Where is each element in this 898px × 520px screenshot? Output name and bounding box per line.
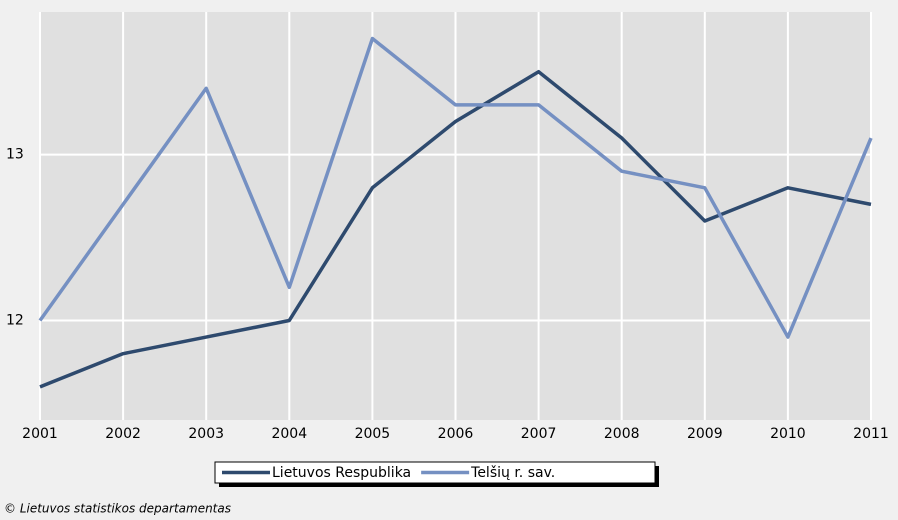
- footer: © Lietuvos statistikos departamentas: [4, 502, 231, 516]
- x-tick-label: 2011: [853, 426, 889, 442]
- series-line: [38, 36, 873, 339]
- y-tick-label: 12: [6, 312, 24, 328]
- x-tick-label: 2007: [521, 426, 557, 442]
- x-tick-label: 2002: [105, 426, 141, 442]
- x-tick-label: 2008: [604, 426, 640, 442]
- x-tick-label: 2006: [438, 426, 474, 442]
- x-tick-label: 2004: [271, 426, 307, 442]
- y-tick-label: 13: [6, 147, 24, 163]
- x-tick-label: 2003: [188, 426, 224, 442]
- legend-label: Telšių r. sav.: [470, 465, 555, 481]
- x-tick-label: 2001: [22, 426, 58, 442]
- series-line: [39, 69, 872, 389]
- x-tick-label: 2005: [355, 426, 391, 442]
- x-tick-label: 2009: [687, 426, 723, 442]
- legend-label: Lietuvos Respublika: [272, 465, 411, 481]
- x-tick-label: 2010: [770, 426, 806, 442]
